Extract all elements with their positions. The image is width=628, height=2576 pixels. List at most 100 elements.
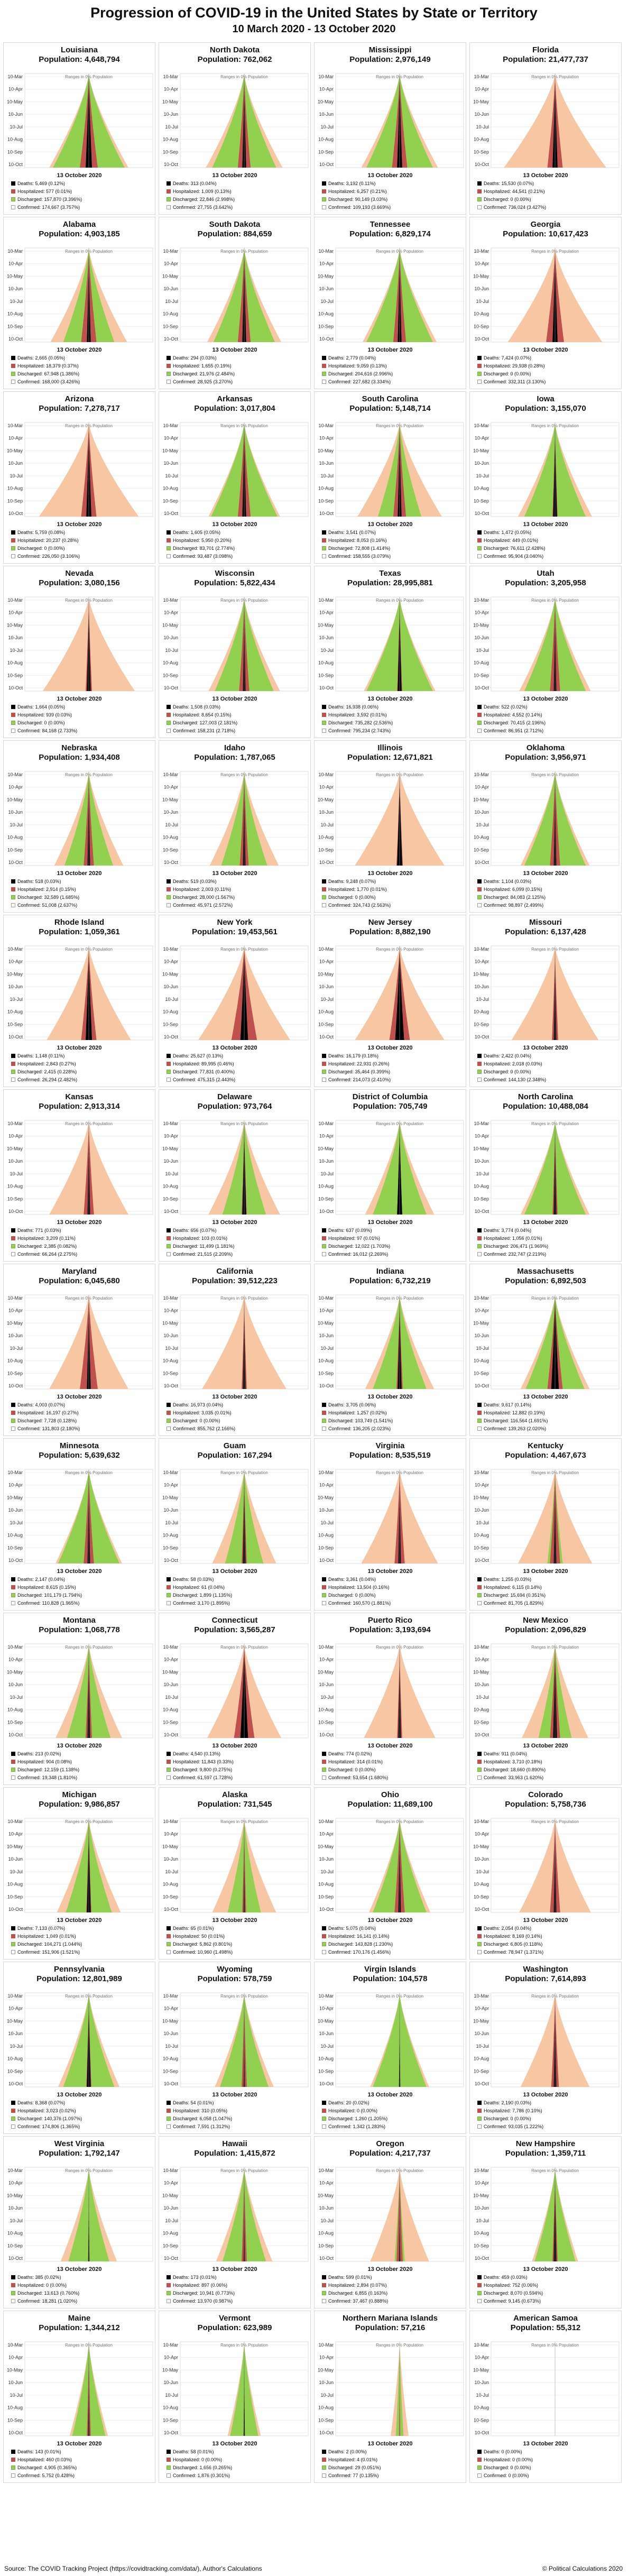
confirmed-stat: Confirmed: 226,050 (3.106%) (11, 553, 154, 560)
hospitalized-value: Hospitalized: 3,023 (0.02%) (17, 2108, 76, 2113)
confirmed-stat: Confirmed: 139,263 (2.020%) (477, 1425, 620, 1433)
discharged-swatch (322, 372, 326, 376)
confirmed-swatch (477, 205, 482, 209)
deaths-stat: Deaths: 15,530 (0.07%) (477, 180, 620, 188)
discharged-swatch (11, 721, 15, 725)
state-panel: Virginia Population: 8,535,519 10-Mar 10-Ap… (314, 1438, 466, 1611)
y-tick-label: 10-Mar (7, 1644, 23, 1650)
confirmed-value: Confirmed: 5,752 (0.428%) (17, 2473, 75, 2478)
y-tick-label: 10-Jun (8, 2031, 23, 2036)
panel-title: Vermont (218, 2314, 251, 2323)
panel-stats: Deaths: 9,248 (0.07%) Hospitalized: 1,770… (322, 878, 465, 909)
confirmed-stat: Confirmed: 98,897 (2.499%) (477, 901, 620, 909)
deaths-stat: Deaths: 65 (0.01%) (167, 1925, 309, 1933)
y-tick-label: 10-Jul (320, 1171, 334, 1176)
discharged-stat: Discharged: 206,471 (1.969%) (477, 1243, 620, 1250)
y-tick-label: 10-Jun (8, 461, 23, 466)
y-tick-label: 10-Jun (474, 461, 489, 466)
deaths-stat: Deaths: 0 (0.00%) (477, 2448, 620, 2456)
hospitalized-value: Hospitalized: 577 (0.01%) (17, 189, 72, 194)
panel-title: New Hampshire (515, 2139, 576, 2148)
hospitalized-swatch (167, 1934, 171, 1938)
panel-title: Wyoming (217, 1965, 253, 1974)
deaths-stat: Deaths: 7,424 (0.07%) (477, 354, 620, 362)
y-tick-label: 10-Jul (165, 2044, 178, 2049)
discharged-swatch (322, 721, 326, 725)
panel-chart: 10-Mar 10-Apr 10-May 10-Jun 10-Jul 10-Aug 10-S… (473, 2167, 620, 2262)
y-tick-label: 10-Jul (476, 1869, 489, 1874)
y-tick-label: 10-Jul (10, 648, 23, 653)
y-tick-label: 10-Jul (165, 1695, 178, 1700)
y-tick-label: 10-Jun (319, 1682, 334, 1687)
panel-title: Illinois (377, 743, 403, 752)
discharged-stat: Discharged: 6,805 (0.118%) (477, 1940, 620, 1948)
confirmed-stat: Confirmed: 5,752 (0.428%) (11, 2472, 154, 2480)
y-tick-label: 10-Oct (475, 336, 490, 342)
confirmed-stat: Confirmed: 109,193 (3.669%) (322, 204, 465, 211)
y-tick-label: 10-Mar (7, 1819, 23, 1824)
discharged-stat: Discharged: 101,179 (1.794%) (11, 1591, 154, 1599)
hospitalized-swatch (11, 887, 15, 891)
date-range: 10 March 2020 - 13 October 2020 (232, 23, 396, 35)
panel-title: Minnesota (59, 1441, 99, 1450)
panel-title: Connecticut (211, 1616, 258, 1625)
panel-population: Population: 10,617,423 (503, 229, 588, 238)
panel-date: 13 October 2020 (57, 172, 102, 179)
y-tick-label: 10-Apr (8, 2006, 23, 2011)
y-tick-label: 10-Sep (474, 2243, 489, 2248)
panel-population: Population: 5,639,632 (39, 1451, 120, 1460)
panel-stats: Deaths: 3,541 (0.07%) Hospitalized: 8,053… (322, 529, 465, 560)
deaths-stat: Deaths: 3,774 (0.04%) (477, 1227, 620, 1235)
hospitalized-value: Hospitalized: 8,615 (0.15%) (17, 1585, 76, 1590)
confirmed-value: Confirmed: 26,294 (2.482%) (17, 1077, 78, 1082)
discharged-swatch (477, 1942, 482, 1946)
panel-title: Virgin Islands (364, 1965, 417, 1974)
hospitalized-stat: Hospitalized: 11,843 (0.33%) (167, 1758, 309, 1766)
y-tick-label: 10-Oct (8, 1209, 23, 1214)
discharged-value: Discharged: 13,613 (0.760%) (17, 2290, 80, 2296)
panel-population: Population: 973,764 (197, 1102, 272, 1111)
discharged-stat: Discharged: 6,058 (1.047%) (167, 2115, 309, 2123)
y-tick-label: 10-Aug (318, 1009, 334, 1015)
hospitalized-value: Hospitalized: 6,115 (0.14%) (484, 1585, 542, 1590)
hospitalized-stat: Hospitalized: 8,053 (0.16%) (322, 537, 465, 545)
y-tick-label: 10-Aug (474, 311, 489, 317)
deaths-stat: Deaths: 25,627 (0.13%) (167, 1052, 309, 1060)
panel-date: 13 October 2020 (523, 1743, 568, 1749)
panel-chart: 10-Mar 10-Apr 10-May 10-Jun 10-Jul 10-Aug 10-S… (7, 1992, 153, 2087)
discharged-swatch (322, 197, 326, 201)
panel-population: Population: 57,216 (355, 2323, 426, 2332)
panel-date: 13 October 2020 (212, 1917, 257, 1924)
confirmed-value: Confirmed: 475,315 (2.443%) (173, 1077, 236, 1082)
discharged-value: Discharged: 104,271 (1.044%) (17, 1942, 82, 1947)
panel-population: Population: 6,829,174 (349, 229, 431, 238)
y-tick-label: 10-Sep (318, 324, 334, 329)
y-tick-label: 10-Aug (318, 2405, 334, 2411)
panel-chart: 10-Mar 10-Apr 10-May 10-Jun 10-Jul 10-Aug 10-S… (7, 247, 153, 343)
y-tick-label: 10-Oct (8, 1383, 23, 1388)
discharged-stat: Discharged: 9,800 (0.275%) (167, 1766, 309, 1774)
deaths-swatch (11, 1228, 15, 1232)
panel-chart: 10-Mar 10-Apr 10-May 10-Jun 10-Jul 10-Aug 10-S… (473, 247, 620, 343)
confirmed-value: Confirmed: 10,960 (1.498%) (173, 1949, 233, 1955)
y-tick-label: 10-Oct (319, 2430, 334, 2435)
discharged-stat: Discharged: 18,660 (0.890%) (477, 1766, 620, 1774)
y-tick-label: 10-Oct (475, 1558, 490, 1563)
panel-chart: 10-Mar 10-Apr 10-May 10-Jun 10-Jul 10-Aug 10-S… (318, 1992, 464, 2087)
hospitalized-value: Hospitalized: 2,843 (0.27%) (17, 1061, 76, 1066)
panel-date: 13 October 2020 (367, 347, 413, 353)
y-tick-label: 10-Jun (474, 286, 489, 291)
confirmed-value: Confirmed: 95,904 (3.040%) (484, 554, 544, 559)
discharged-swatch (477, 895, 482, 899)
discharged-value: Discharged: 12,022 (1.703%) (328, 1244, 391, 1249)
panel-chart: 10-Mar 10-Apr 10-May 10-Jun 10-Jul 10-Aug 10-S… (318, 1469, 464, 1564)
y-tick-label: 10-Apr (164, 436, 178, 441)
y-tick-label: 10-Jun (163, 1333, 178, 1338)
hospitalized-swatch (322, 887, 326, 891)
confirmed-swatch (322, 1078, 326, 1082)
confirmed-swatch (167, 2473, 171, 2478)
y-tick-label: 10-May (318, 2367, 334, 2372)
confirmed-stat: Confirmed: 158,555 (3.079%) (322, 553, 465, 560)
discharged-value: Discharged: 6,805 (0.118%) (484, 1942, 543, 1947)
hospitalized-swatch (167, 1236, 171, 1240)
